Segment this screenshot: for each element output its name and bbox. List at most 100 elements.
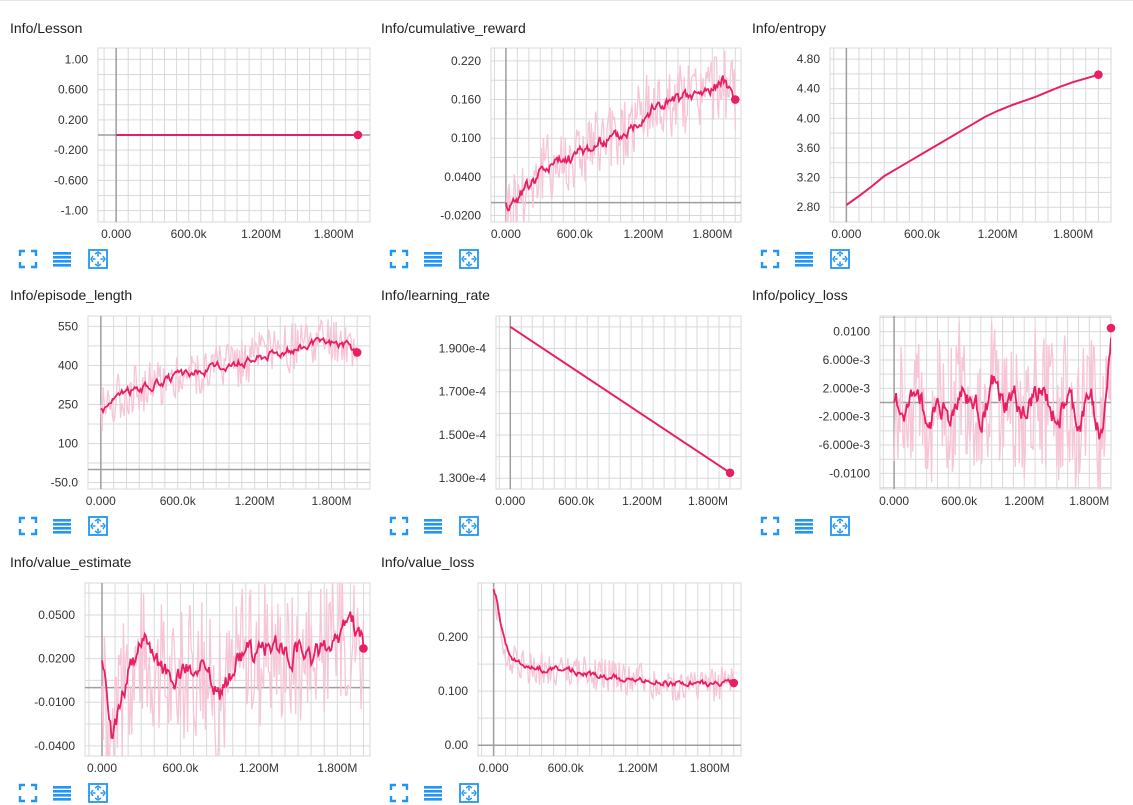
fullscreen-button[interactable]	[758, 247, 782, 271]
plot-frame	[87, 315, 371, 490]
fullscreen-icon	[18, 249, 38, 269]
plot-frame	[495, 315, 742, 490]
y-tick-label: -0.600	[54, 173, 88, 187]
x-tick-label: 600.0k	[557, 227, 594, 241]
chart-plot[interactable]: 0.200 0.100 0.00 0.000 600.0k 1.200M 1.800M	[371, 534, 742, 801]
toggle-lines-icon	[53, 252, 71, 267]
smoothed-series-line	[505, 75, 736, 212]
toggle-lines-button[interactable]	[50, 247, 74, 271]
chart-plot[interactable]: 4.80 4.40 4.00 3.60 3.20 2.80 0.000 600.0k 1.200…	[742, 0, 1112, 267]
toggle-lines-button[interactable]	[792, 514, 816, 538]
toggle-lines-button[interactable]	[792, 247, 816, 271]
fit-domain-icon	[459, 249, 479, 269]
fit-domain-icon	[830, 516, 850, 536]
x-tick-label: 1.200M	[978, 227, 1018, 241]
fit-domain-icon	[88, 783, 108, 803]
fit-domain-button[interactable]	[86, 247, 110, 271]
fullscreen-icon	[18, 516, 38, 536]
fit-domain-icon	[830, 249, 850, 269]
fit-domain-button[interactable]	[457, 247, 481, 271]
chart-title: Info/entropy	[752, 20, 826, 36]
toggle-lines-icon	[53, 786, 71, 801]
y-tick-label: 0.0400	[444, 170, 481, 184]
y-tick-label: 1.700e-4	[439, 385, 487, 399]
chart-plot[interactable]: 1.00 0.600 0.200 -0.200 -0.600 -1.00 0.000 600.…	[0, 0, 371, 267]
chart-card: Info/Lesson 1.00 0.600 0.200 -0.200 -0.600 -1.…	[0, 0, 371, 269]
x-tick-label: 1.200M	[235, 494, 275, 508]
fullscreen-button[interactable]	[387, 781, 411, 805]
chart-title: Info/learning_rate	[381, 287, 490, 303]
toggle-lines-icon	[424, 786, 442, 801]
chart-plot[interactable]: 0.220 0.160 0.100 0.0400 -0.0200 0.000 600.0k 1…	[371, 0, 742, 267]
toggle-lines-icon	[424, 252, 442, 267]
x-tick-label: 1.200M	[1004, 494, 1044, 508]
y-tick-label: 0.220	[451, 54, 481, 68]
toggle-lines-button[interactable]	[421, 781, 445, 805]
plot-frame	[84, 582, 371, 757]
y-tick-label: 4.00	[797, 111, 821, 125]
y-tick-label: -6.000e-3	[819, 438, 871, 452]
chart-card: Info/episode_length 550 400 250 100 -50.0 0.00…	[0, 267, 371, 536]
fit-domain-button[interactable]	[86, 514, 110, 538]
fullscreen-icon	[389, 249, 409, 269]
fit-domain-button[interactable]	[828, 247, 852, 271]
chart-plot[interactable]: 0.0100 6.000e-3 2.000e-3 -2.000e-3 -6.000e-3…	[742, 267, 1116, 534]
chart-card: Info/policy_loss 0.0100 6.000e-3 2.000e-3 -2…	[742, 267, 1116, 536]
chart-card: Info/cumulative_reward 0.220 0.160 0.100 0.0…	[371, 0, 742, 269]
y-tick-label: 0.100	[451, 131, 481, 145]
fullscreen-icon	[389, 516, 409, 536]
fullscreen-button[interactable]	[16, 514, 40, 538]
chart-plot[interactable]: 0.0500 0.0200 -0.0100 -0.0400 0.000 600.0k 1.2…	[0, 534, 371, 801]
x-tick-label: 1.200M	[624, 227, 664, 241]
x-tick-label: 600.0k	[904, 227, 941, 241]
y-tick-label: -0.200	[54, 143, 88, 157]
x-tick-label: 0.000	[101, 227, 131, 241]
series-line	[845, 73, 1099, 206]
fullscreen-button[interactable]	[387, 514, 411, 538]
chart-plot[interactable]: 1.900e-4 1.700e-4 1.500e-4 1.300e-4 0.000 600…	[371, 267, 742, 534]
raw-series-line	[100, 319, 358, 431]
chart-card: Info/value_loss 0.200 0.100 0.00 0.000 600.0k…	[371, 534, 742, 803]
series-line	[509, 325, 731, 474]
toggle-lines-button[interactable]	[421, 514, 445, 538]
toggle-lines-button[interactable]	[50, 514, 74, 538]
x-tick-label: 0.000	[491, 227, 521, 241]
smoothed-series-line	[100, 336, 359, 415]
last-point-marker	[725, 468, 735, 478]
fullscreen-button[interactable]	[16, 781, 40, 805]
fullscreen-button[interactable]	[387, 247, 411, 271]
y-tick-label: 0.200	[58, 113, 88, 127]
fullscreen-button[interactable]	[16, 247, 40, 271]
raw-series-line	[893, 316, 1111, 489]
last-point-marker	[729, 678, 739, 688]
fit-domain-icon	[459, 516, 479, 536]
toggle-lines-icon	[795, 519, 813, 534]
fit-domain-button[interactable]	[86, 781, 110, 805]
y-tick-label: 3.60	[797, 141, 821, 155]
y-tick-label: -0.0100	[34, 695, 75, 709]
last-point-marker	[352, 348, 362, 357]
last-point-marker	[1106, 323, 1116, 333]
y-tick-label: 1.500e-4	[439, 428, 487, 442]
fit-domain-button[interactable]	[457, 781, 481, 805]
fullscreen-icon	[389, 783, 409, 803]
fullscreen-button[interactable]	[758, 514, 782, 538]
chart-title: Info/value_loss	[381, 554, 475, 570]
y-tick-label: 2.000e-3	[823, 381, 871, 395]
fit-domain-button[interactable]	[828, 514, 852, 538]
y-tick-label: -0.0100	[829, 466, 870, 480]
y-tick-label: 1.300e-4	[439, 471, 487, 485]
toggle-lines-button[interactable]	[421, 247, 445, 271]
y-tick-label: 4.40	[797, 82, 821, 96]
toggle-lines-button[interactable]	[50, 781, 74, 805]
y-tick-label: 4.80	[797, 52, 821, 66]
y-tick-label: 0.200	[438, 630, 468, 644]
chart-plot[interactable]: 550 400 250 100 -50.0 0.000 600.0k 1.200M 1.800M	[0, 267, 371, 534]
chart-card: Info/entropy 4.80 4.40 4.00 3.60 3.20 2.80 0.00…	[742, 0, 1112, 269]
toggle-lines-icon	[795, 252, 813, 267]
fit-domain-icon	[88, 516, 108, 536]
chart-title: Info/policy_loss	[752, 287, 848, 303]
fit-domain-button[interactable]	[457, 514, 481, 538]
x-tick-label: 600.0k	[171, 227, 208, 241]
y-tick-label: 250	[58, 397, 78, 411]
